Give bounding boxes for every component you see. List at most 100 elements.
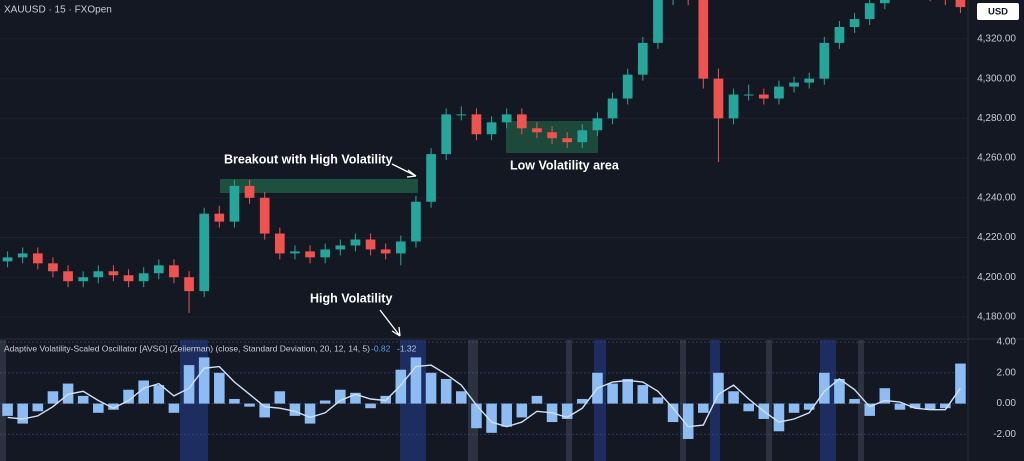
candle-body xyxy=(819,42,830,79)
histogram-bar xyxy=(123,389,134,404)
candle-body xyxy=(48,263,58,272)
band xyxy=(858,340,864,461)
histogram-bar xyxy=(849,398,860,404)
candle-body xyxy=(2,257,13,262)
histogram-bar xyxy=(93,403,104,413)
histogram-bar xyxy=(637,385,649,404)
candle-body xyxy=(93,271,104,278)
histogram-bar xyxy=(667,403,679,423)
breakout-zone xyxy=(220,179,418,193)
candle-body xyxy=(229,185,240,222)
histogram-bar xyxy=(259,403,270,418)
currency-badge xyxy=(977,3,1019,20)
histogram-bar xyxy=(713,372,724,404)
histogram-bar xyxy=(516,403,528,418)
histogram-bar xyxy=(698,403,709,413)
histogram-bar xyxy=(77,395,89,404)
y-tick-label: 4,280.00 xyxy=(977,113,1016,124)
candle-body xyxy=(774,86,784,99)
oscillator-plot xyxy=(2,357,966,439)
candle-body xyxy=(547,132,557,139)
y-tick-label: 4,260.00 xyxy=(977,153,1016,164)
candle-body xyxy=(335,245,346,250)
histogram-bar xyxy=(471,403,482,429)
histogram-bar xyxy=(728,391,739,404)
candle-body xyxy=(108,271,119,276)
histogram-bar xyxy=(304,403,316,424)
candle-body xyxy=(456,114,467,116)
candle-body xyxy=(804,78,815,83)
annotation: Low Volatility area xyxy=(510,158,620,172)
candle-body xyxy=(153,265,164,274)
histogram-bar xyxy=(183,365,195,404)
candle-body xyxy=(471,114,482,135)
candle-body xyxy=(532,128,542,133)
histogram-bar xyxy=(773,403,785,432)
histogram-bar xyxy=(803,403,815,410)
candle-body xyxy=(244,185,255,198)
candle-body xyxy=(577,130,588,143)
candle-body xyxy=(592,118,603,131)
candle-body xyxy=(758,94,769,99)
histogram-bar xyxy=(924,403,936,410)
candle-body xyxy=(138,273,149,282)
candle-body xyxy=(713,78,724,119)
y-tick-label: 2.00 xyxy=(997,367,1017,378)
histogram-bar xyxy=(153,385,165,404)
candle-body xyxy=(290,251,300,254)
candle-body xyxy=(350,239,361,246)
candle-body xyxy=(441,114,452,155)
histogram-bar xyxy=(622,378,633,404)
y-tick-label: 4,220.00 xyxy=(977,232,1016,243)
histogram-bar xyxy=(289,403,301,416)
histogram-bar xyxy=(879,388,891,404)
annotation: High Volatility xyxy=(310,291,392,305)
indicator-title: Adaptive Volatility-Scaled Oscillator [A… xyxy=(4,343,370,353)
y-tick-label: 4.00 xyxy=(997,337,1017,348)
histogram-bar xyxy=(214,372,225,404)
candle-body xyxy=(622,74,633,99)
indicator-value: -1.32 xyxy=(397,343,417,353)
y-tick-label: 0.00 xyxy=(997,398,1017,409)
histogram-bar xyxy=(319,400,331,404)
y-tick-label: 4,320.00 xyxy=(977,34,1016,45)
histogram-bar xyxy=(2,403,13,416)
histogram-bar xyxy=(909,403,921,409)
annotation: Breakout with High Volatility xyxy=(224,152,393,166)
histogram-bar xyxy=(864,403,875,416)
candle-body xyxy=(184,277,194,292)
y-tick-label: 4,240.00 xyxy=(977,192,1016,203)
histogram-bar xyxy=(229,398,240,404)
histogram-bar xyxy=(350,392,361,404)
arrow xyxy=(379,309,401,337)
candle-body xyxy=(834,27,845,43)
histogram-bar xyxy=(62,383,74,404)
histogram-bar xyxy=(682,403,694,439)
candle-body xyxy=(743,94,754,96)
histogram-bar xyxy=(274,391,286,404)
candle-body xyxy=(320,249,331,258)
signal-line xyxy=(7,364,961,428)
histogram-bar xyxy=(108,403,119,410)
histogram-bar xyxy=(577,398,588,404)
candle-body xyxy=(199,213,210,292)
histogram-bar xyxy=(531,395,543,404)
candle-body xyxy=(32,253,43,264)
candle-body xyxy=(63,271,73,282)
candle-body xyxy=(259,197,270,234)
currency: USD xyxy=(988,7,1008,18)
symbol-title: XAUUSD · 15 · FXOpen xyxy=(4,5,112,16)
candle-body xyxy=(214,213,225,222)
arrow xyxy=(391,163,417,178)
histogram-bar xyxy=(501,403,512,427)
histogram-bar xyxy=(168,403,180,413)
price-plot xyxy=(2,0,966,313)
histogram-bar xyxy=(32,403,44,412)
band xyxy=(0,340,6,461)
histogram-bar xyxy=(365,403,376,409)
band xyxy=(566,340,572,461)
y-tick-label: 4,300.00 xyxy=(977,73,1016,84)
candle-body xyxy=(698,0,709,79)
band xyxy=(680,340,686,461)
